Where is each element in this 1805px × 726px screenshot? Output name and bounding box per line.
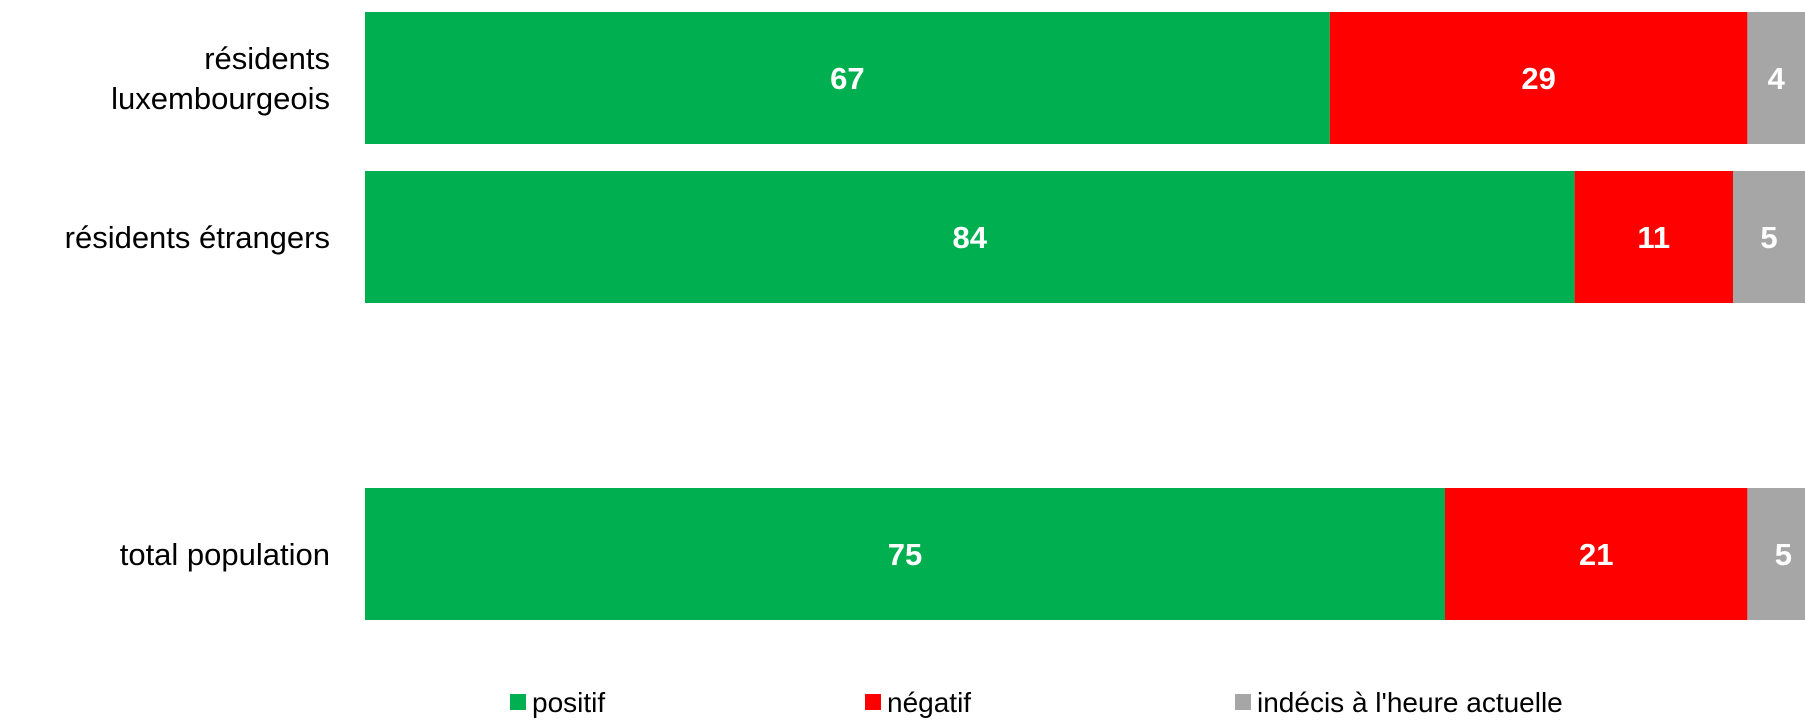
legend-entry: positif	[532, 687, 605, 718]
legend-swatch	[1235, 694, 1251, 710]
category-label: total population	[120, 537, 330, 572]
data-label: 84	[953, 220, 988, 255]
bar-segment-positif	[365, 488, 1445, 620]
data-label: 67	[830, 61, 864, 96]
data-label: 5	[1775, 537, 1792, 572]
legend-entry: indécis à l'heure actuelle	[1257, 687, 1563, 718]
bar-segment-negatif	[1445, 488, 1748, 620]
bar-segment-indecis	[1747, 12, 1805, 144]
data-label: 5	[1760, 220, 1777, 255]
data-label: 4	[1768, 61, 1786, 96]
category-label: luxembourgeois	[111, 81, 330, 116]
category-label: résidents étrangers	[65, 220, 330, 255]
bar-segment-positif	[365, 12, 1330, 144]
bar-segment-negatif	[1574, 171, 1733, 303]
data-label: 29	[1521, 61, 1555, 96]
bar-segment-negatif	[1329, 12, 1748, 144]
legend: positif négatif indécis à l'heure actuelle	[510, 687, 1563, 718]
bars-group: 67 29 4 84 11 5 75 21 5	[365, 12, 1805, 620]
data-label: 11	[1637, 220, 1670, 255]
legend-entry: négatif	[887, 687, 971, 718]
legend-swatch	[510, 694, 526, 710]
data-label: 75	[888, 537, 922, 572]
category-labels-group: résidents luxembourgeois résidents étrange…	[65, 41, 330, 572]
bar-segment-indecis	[1733, 171, 1805, 303]
category-label: résidents	[204, 41, 330, 76]
legend-swatch	[865, 694, 881, 710]
data-label: 21	[1579, 537, 1613, 572]
bar-segment-indecis	[1747, 488, 1805, 620]
bar-segment-positif	[365, 171, 1575, 303]
